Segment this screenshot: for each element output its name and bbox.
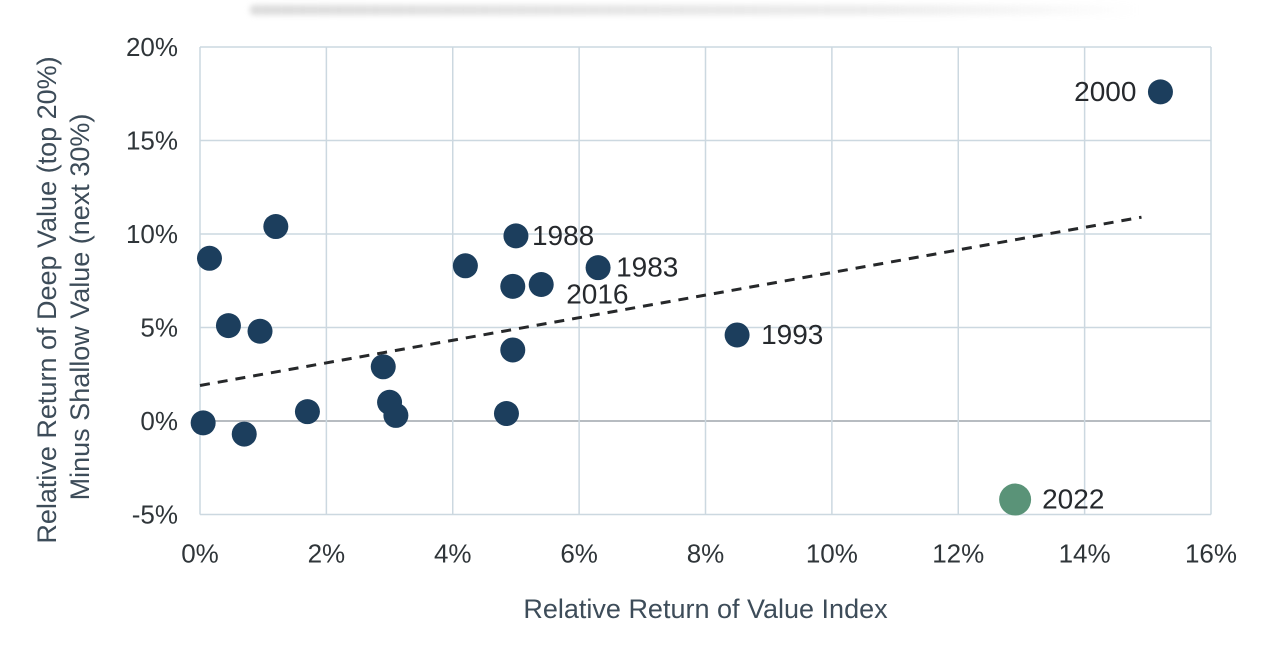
data-point-1988 [503, 223, 529, 249]
data-point [500, 273, 526, 299]
y-tick-label: 10% [126, 219, 178, 249]
point-label-1993: 1993 [761, 319, 823, 350]
point-label-2000: 2000 [1074, 76, 1136, 107]
y-tick-label: -5% [132, 500, 178, 530]
x-tick-label: 10% [806, 539, 858, 569]
data-point-1983 [585, 255, 611, 281]
y-tick-label: 20% [126, 32, 178, 62]
data-point [493, 401, 519, 427]
data-point [294, 399, 320, 425]
x-axis-title: Relative Return of Value Index [523, 594, 888, 624]
point-label-1983: 1983 [616, 252, 678, 283]
data-point-2016 [528, 271, 554, 297]
y-axis-title-line1: Relative Return of Deep Value (top 20%) [32, 56, 62, 543]
data-point [215, 313, 241, 339]
point-label-2016: 2016 [566, 278, 628, 309]
x-tick-label: 16% [1185, 539, 1237, 569]
y-tick-label: 0% [140, 406, 178, 436]
x-tick-label: 6% [560, 539, 598, 569]
data-point-2022 [999, 483, 1032, 516]
data-point [500, 337, 526, 363]
x-tick-label: 14% [1059, 539, 1111, 569]
point-label-1988: 1988 [532, 220, 594, 251]
x-tick-label: 8% [687, 539, 725, 569]
data-point [383, 402, 409, 428]
data-point [370, 354, 396, 380]
data-point [452, 253, 478, 279]
cropped-text-artifact [250, 5, 1140, 15]
trend-line [199, 215, 1142, 387]
data-point [196, 245, 222, 271]
data-point [190, 410, 216, 436]
y-tick-label: 15% [126, 126, 178, 156]
data-point [247, 318, 273, 344]
data-point-1993 [724, 322, 750, 348]
x-tick-label: 12% [932, 539, 984, 569]
x-tick-label: 4% [434, 539, 472, 569]
point-label-2022: 2022 [1042, 484, 1104, 515]
data-point-2000 [1147, 79, 1173, 105]
y-tick-label: 5% [140, 313, 178, 343]
y-axis-title-line2: Minus Shallow Value (next 30%) [65, 114, 95, 501]
x-tick-label: 0% [181, 539, 219, 569]
x-tick-label: 2% [308, 539, 346, 569]
data-point [231, 421, 257, 447]
data-point [263, 214, 289, 240]
